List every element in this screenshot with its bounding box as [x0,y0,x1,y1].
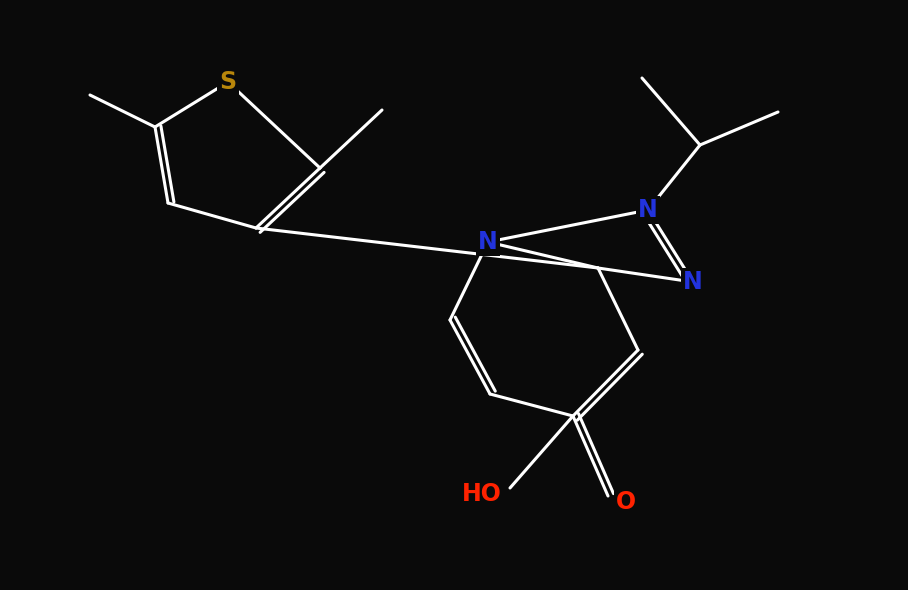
Text: S: S [220,70,237,94]
Text: N: N [683,270,703,294]
Text: N: N [479,230,498,254]
Text: HO: HO [462,482,502,506]
Text: N: N [638,198,658,222]
Text: O: O [616,490,637,514]
